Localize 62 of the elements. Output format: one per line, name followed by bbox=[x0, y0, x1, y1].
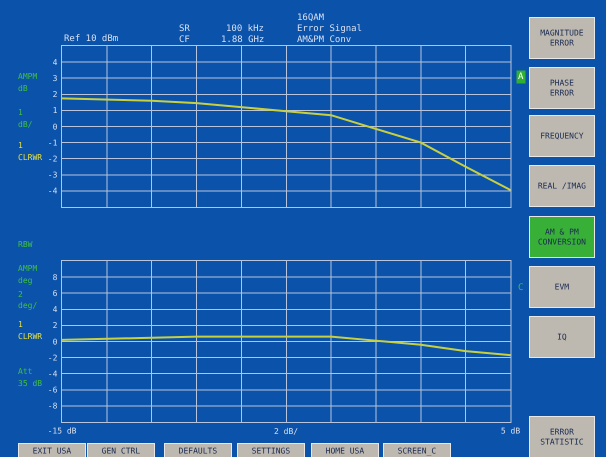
y-tick-label: -2 bbox=[48, 353, 58, 362]
y-tick-label: 4 bbox=[52, 58, 58, 67]
text: Att bbox=[18, 367, 33, 376]
text: C bbox=[518, 283, 524, 293]
text: AMPM bbox=[18, 264, 38, 273]
text: HOME USA bbox=[326, 446, 364, 456]
y-tick-label: 3 bbox=[52, 74, 58, 83]
y-tick-label: -2 bbox=[48, 154, 58, 164]
text: CLRWR bbox=[18, 332, 42, 341]
y-tick-label: -4 bbox=[48, 370, 58, 378]
text: ERROR STATISTIC bbox=[540, 427, 584, 447]
text: SETTINGS bbox=[252, 446, 290, 456]
x-tick-label: 5 dB bbox=[500, 426, 520, 436]
text: GEN CTRL bbox=[102, 446, 140, 456]
y-tick-label: -3 bbox=[48, 170, 58, 180]
text: SR bbox=[179, 24, 190, 34]
text: PHASE ERROR bbox=[550, 78, 574, 98]
text: deg/ bbox=[18, 301, 38, 310]
text: REAL /IMAG bbox=[538, 182, 586, 190]
text: CF bbox=[179, 35, 190, 45]
text: 16QAM bbox=[297, 13, 325, 23]
y-tick-label: -8 bbox=[48, 402, 58, 411]
text: 100 kHz bbox=[226, 24, 264, 34]
y-tick-label: -1 bbox=[48, 138, 58, 148]
text: 1 bbox=[18, 108, 23, 117]
x-tick-label: -15 dB bbox=[48, 426, 77, 436]
text: AM & PM CONVERSION bbox=[538, 227, 586, 247]
y-tick-label: 2 bbox=[52, 321, 58, 330]
y-tick-label: -6 bbox=[48, 386, 58, 395]
text: MAGNITUDE ERROR bbox=[540, 28, 584, 48]
text: Ref 10 dBm bbox=[64, 34, 118, 44]
text: A bbox=[518, 72, 524, 82]
text: Error Signal bbox=[297, 24, 362, 34]
y-tick-label: 1 bbox=[52, 106, 58, 116]
text: 35 dB bbox=[18, 379, 42, 388]
y-tick-label: 6 bbox=[52, 289, 58, 298]
text: FREQUENCY bbox=[540, 132, 584, 140]
y-tick-label: 0 bbox=[52, 337, 58, 346]
y-tick-label: 0 bbox=[52, 122, 58, 132]
line-series bbox=[62, 97, 511, 192]
text: 1 bbox=[18, 320, 23, 329]
text: IQ bbox=[557, 332, 567, 342]
text: DEFAULTS bbox=[178, 446, 218, 456]
y-tick-label: 2 bbox=[52, 90, 58, 100]
text: EXIT USA bbox=[32, 446, 72, 456]
text: RBW bbox=[18, 240, 33, 249]
text: SCREEN_C bbox=[398, 446, 436, 456]
y-tick-label: 8 bbox=[52, 272, 58, 282]
chart-title: AM&PM Conv bbox=[297, 35, 352, 45]
text: EVM bbox=[554, 282, 570, 292]
line-series bbox=[62, 336, 511, 356]
text: CLRWR bbox=[18, 153, 42, 162]
text: deg bbox=[18, 276, 33, 285]
text: 2 bbox=[18, 290, 23, 299]
x-axis-title: 2 dB/ bbox=[274, 427, 298, 436]
text: dB bbox=[18, 84, 28, 93]
y-tick-label: -4 bbox=[48, 186, 58, 196]
text: 1 bbox=[18, 141, 23, 150]
text: 1.88 GHz bbox=[221, 35, 264, 45]
text: dB/ bbox=[18, 120, 33, 129]
text: AMPM bbox=[18, 72, 38, 81]
y-tick-label: 4 bbox=[52, 305, 58, 314]
